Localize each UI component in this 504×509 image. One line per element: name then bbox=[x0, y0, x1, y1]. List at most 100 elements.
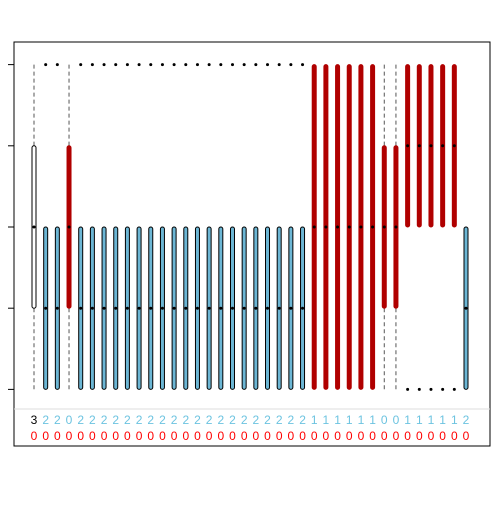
outlier bbox=[289, 63, 293, 67]
outlier bbox=[149, 63, 153, 67]
outlier bbox=[277, 63, 281, 67]
count-label: 1 bbox=[428, 413, 435, 427]
count-label: 0 bbox=[451, 429, 458, 443]
plot-frame bbox=[13, 41, 491, 447]
count-label: 2 bbox=[147, 413, 154, 427]
count-label: 0 bbox=[393, 429, 400, 443]
count-label: 2 bbox=[124, 413, 131, 427]
count-label: 2 bbox=[194, 413, 201, 427]
count-label: 2 bbox=[288, 413, 295, 427]
median bbox=[195, 306, 199, 310]
median bbox=[371, 225, 375, 229]
count-label: 0 bbox=[77, 429, 84, 443]
median bbox=[452, 144, 456, 148]
count-label: 0 bbox=[264, 429, 271, 443]
count-label: 0 bbox=[299, 429, 306, 443]
count-label: 0 bbox=[288, 429, 295, 443]
count-label: 0 bbox=[404, 429, 411, 443]
outlier bbox=[230, 63, 234, 67]
outlier bbox=[441, 387, 445, 391]
median bbox=[67, 225, 71, 229]
count-label: 1 bbox=[311, 413, 318, 427]
count-label: 2 bbox=[463, 413, 470, 427]
count-label: 0 bbox=[124, 429, 131, 443]
median bbox=[102, 306, 106, 310]
count-label: 0 bbox=[381, 429, 388, 443]
count-label: 0 bbox=[323, 429, 330, 443]
count-label: 2 bbox=[112, 413, 119, 427]
median bbox=[406, 144, 410, 148]
median bbox=[336, 225, 340, 229]
median bbox=[160, 306, 164, 310]
median bbox=[114, 306, 118, 310]
count-label: 2 bbox=[159, 413, 166, 427]
count-label: 0 bbox=[101, 429, 108, 443]
median bbox=[289, 306, 293, 310]
median bbox=[219, 306, 223, 310]
count-label: 2 bbox=[241, 413, 248, 427]
count-label: 2 bbox=[54, 413, 61, 427]
outlier bbox=[301, 63, 305, 67]
median bbox=[464, 306, 468, 310]
median bbox=[266, 306, 270, 310]
count-label: 2 bbox=[276, 413, 283, 427]
count-label: 0 bbox=[241, 429, 248, 443]
outlier bbox=[242, 63, 246, 67]
count-label: 0 bbox=[393, 413, 400, 427]
count-label: 2 bbox=[264, 413, 271, 427]
count-label: 0 bbox=[439, 429, 446, 443]
count-label: 2 bbox=[136, 413, 143, 427]
count-label: 1 bbox=[416, 413, 423, 427]
median bbox=[277, 306, 281, 310]
count-label: 0 bbox=[276, 429, 283, 443]
count-label: 0 bbox=[229, 429, 236, 443]
outlier bbox=[79, 63, 83, 67]
count-label: 0 bbox=[346, 429, 353, 443]
count-label: 2 bbox=[171, 413, 178, 427]
outlier bbox=[102, 63, 106, 67]
median bbox=[441, 144, 445, 148]
count-label: 1 bbox=[334, 413, 341, 427]
median bbox=[312, 225, 316, 229]
count-label: 0 bbox=[31, 429, 38, 443]
count-label: 1 bbox=[358, 413, 365, 427]
count-label: 3 bbox=[31, 413, 38, 427]
outlier bbox=[55, 63, 59, 67]
count-label: 0 bbox=[89, 429, 96, 443]
count-label: 0 bbox=[416, 429, 423, 443]
median bbox=[184, 306, 188, 310]
count-label: 0 bbox=[334, 429, 341, 443]
count-label: 1 bbox=[439, 413, 446, 427]
median bbox=[137, 306, 141, 310]
count-label: 1 bbox=[346, 413, 353, 427]
count-label: 0 bbox=[194, 429, 201, 443]
count-label: 0 bbox=[182, 429, 189, 443]
median bbox=[79, 306, 83, 310]
median bbox=[55, 306, 59, 310]
median bbox=[44, 306, 48, 310]
count-label: 0 bbox=[42, 429, 49, 443]
count-label: 2 bbox=[101, 413, 108, 427]
median bbox=[429, 144, 433, 148]
outlier bbox=[184, 63, 188, 67]
median bbox=[254, 306, 258, 310]
count-label: 0 bbox=[252, 429, 259, 443]
median bbox=[230, 306, 234, 310]
outlier bbox=[114, 63, 118, 67]
count-label: 2 bbox=[252, 413, 259, 427]
outlier bbox=[90, 63, 94, 67]
outlier bbox=[160, 63, 164, 67]
median bbox=[242, 306, 246, 310]
median bbox=[301, 306, 305, 310]
median bbox=[207, 306, 211, 310]
outlier bbox=[417, 387, 421, 391]
count-label: 0 bbox=[171, 429, 178, 443]
median bbox=[172, 306, 176, 310]
outlier bbox=[137, 63, 141, 67]
count-label: 2 bbox=[229, 413, 236, 427]
count-label: 1 bbox=[451, 413, 458, 427]
count-label: 0 bbox=[369, 429, 376, 443]
median bbox=[32, 225, 36, 229]
count-label: 2 bbox=[89, 413, 96, 427]
